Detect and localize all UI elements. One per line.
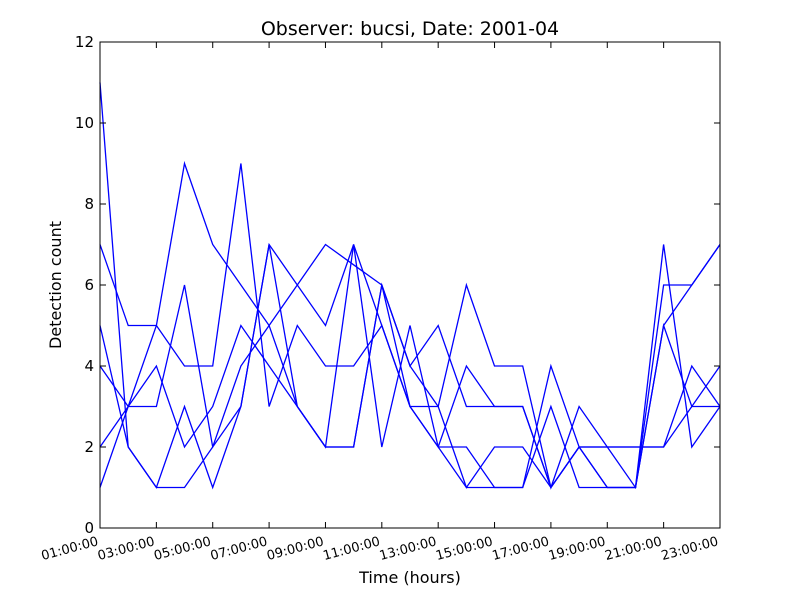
y-axis-label: Detection count	[46, 221, 65, 349]
series-line-4	[99, 244, 721, 490]
y-tick-label-12: 12	[75, 33, 94, 51]
y-tick-label-0: 0	[84, 519, 94, 537]
y-tick-label-10: 10	[75, 114, 94, 132]
y-axis: 0 2 4 6 8 10 12	[75, 33, 720, 537]
plot-area	[99, 82, 721, 490]
y-tick-label-2: 2	[84, 438, 94, 456]
y-tick-label-6: 6	[84, 276, 94, 294]
x-axis-label: Time (hours)	[358, 568, 461, 587]
y-tick-label-8: 8	[84, 195, 94, 213]
chart-title: Observer: bucsi, Date: 2001-04	[261, 18, 559, 40]
series-line-6	[99, 160, 721, 489]
y-tick-label-4: 4	[84, 357, 94, 375]
